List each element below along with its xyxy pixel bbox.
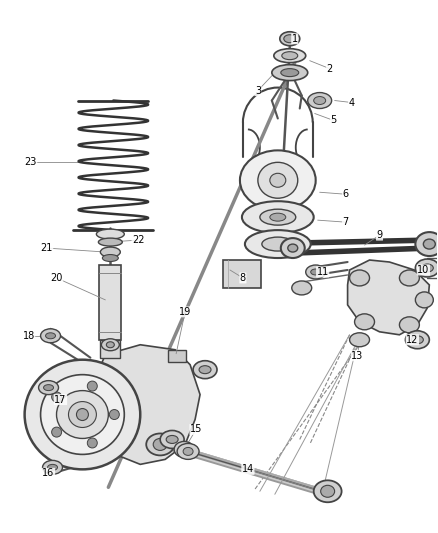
Ellipse shape (177, 443, 199, 459)
Ellipse shape (415, 232, 438, 256)
Ellipse shape (281, 69, 299, 77)
Ellipse shape (281, 238, 305, 258)
Text: 4: 4 (349, 98, 355, 108)
Ellipse shape (52, 427, 62, 437)
Text: 1: 1 (292, 34, 298, 44)
Ellipse shape (199, 366, 211, 374)
Ellipse shape (355, 314, 374, 330)
Bar (168, 350, 186, 362)
Text: 17: 17 (54, 394, 67, 405)
Ellipse shape (311, 269, 321, 275)
Ellipse shape (415, 259, 438, 277)
Text: 9: 9 (376, 230, 382, 240)
Ellipse shape (242, 201, 314, 233)
Ellipse shape (174, 441, 194, 457)
Ellipse shape (87, 381, 97, 391)
Ellipse shape (46, 333, 56, 339)
Ellipse shape (57, 391, 108, 439)
Ellipse shape (25, 360, 140, 470)
Text: 14: 14 (242, 464, 254, 474)
Ellipse shape (101, 339, 119, 351)
Ellipse shape (193, 361, 217, 378)
Ellipse shape (306, 265, 326, 279)
Ellipse shape (424, 239, 435, 249)
Ellipse shape (272, 64, 308, 80)
Text: 12: 12 (406, 335, 419, 345)
Ellipse shape (421, 264, 433, 272)
Ellipse shape (314, 480, 342, 502)
Ellipse shape (41, 329, 60, 343)
Ellipse shape (146, 433, 174, 455)
Text: 6: 6 (343, 189, 349, 199)
Ellipse shape (42, 461, 63, 474)
Text: 18: 18 (22, 331, 35, 341)
Ellipse shape (41, 375, 124, 455)
Ellipse shape (99, 238, 122, 246)
Ellipse shape (288, 244, 298, 252)
Ellipse shape (100, 247, 120, 257)
Ellipse shape (102, 255, 118, 262)
Text: 8: 8 (240, 273, 246, 283)
Ellipse shape (270, 213, 286, 221)
Ellipse shape (282, 52, 298, 60)
Text: 16: 16 (42, 469, 55, 478)
Text: 19: 19 (179, 307, 191, 317)
Ellipse shape (110, 409, 119, 419)
Ellipse shape (350, 333, 370, 347)
Text: 13: 13 (351, 351, 364, 361)
Ellipse shape (245, 230, 311, 258)
Ellipse shape (166, 435, 178, 443)
Text: 20: 20 (50, 273, 63, 283)
Ellipse shape (52, 392, 62, 402)
Ellipse shape (240, 150, 316, 210)
Text: 2: 2 (326, 63, 333, 74)
Text: 3: 3 (255, 86, 261, 95)
Ellipse shape (411, 336, 424, 344)
Ellipse shape (43, 385, 53, 391)
Polygon shape (92, 345, 200, 464)
Ellipse shape (321, 486, 335, 497)
Bar (99, 265, 121, 340)
Ellipse shape (160, 431, 184, 448)
Ellipse shape (262, 237, 294, 251)
Text: 15: 15 (190, 424, 202, 434)
Ellipse shape (96, 229, 124, 239)
Bar (223, 260, 261, 288)
Ellipse shape (284, 35, 296, 43)
Ellipse shape (350, 270, 370, 286)
Text: 11: 11 (317, 267, 329, 277)
Ellipse shape (292, 281, 312, 295)
Ellipse shape (153, 439, 167, 450)
Text: 5: 5 (331, 116, 337, 125)
Ellipse shape (68, 401, 96, 427)
Ellipse shape (415, 292, 433, 308)
Ellipse shape (314, 96, 326, 104)
Text: 22: 22 (132, 235, 145, 245)
Text: 10: 10 (417, 265, 430, 275)
Ellipse shape (183, 447, 193, 455)
Ellipse shape (48, 464, 57, 470)
Ellipse shape (399, 270, 419, 286)
Text: 23: 23 (25, 157, 37, 167)
Ellipse shape (270, 173, 286, 187)
Ellipse shape (77, 409, 88, 421)
Ellipse shape (260, 209, 296, 225)
Ellipse shape (258, 163, 298, 198)
Polygon shape (348, 260, 429, 335)
Ellipse shape (399, 317, 419, 333)
Bar (100, 340, 120, 358)
Ellipse shape (308, 93, 332, 109)
Ellipse shape (274, 49, 306, 63)
Ellipse shape (280, 32, 300, 46)
Text: 21: 21 (40, 243, 53, 253)
Ellipse shape (87, 438, 97, 448)
Text: 7: 7 (343, 217, 349, 227)
Ellipse shape (39, 381, 59, 394)
Ellipse shape (406, 331, 429, 349)
Ellipse shape (106, 342, 114, 348)
